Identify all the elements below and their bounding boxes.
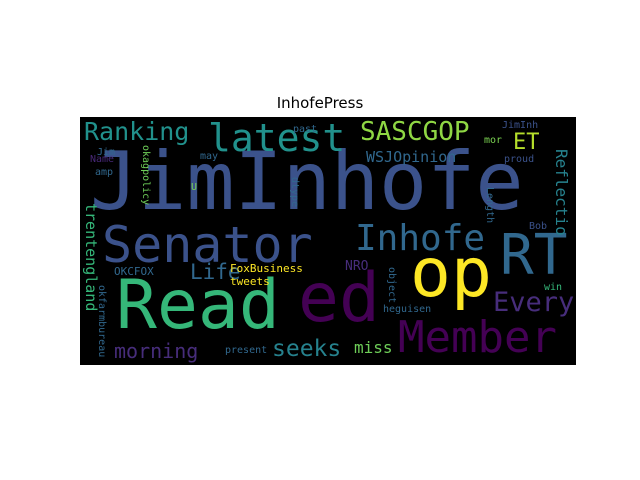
word-inhofe: Inhofe (355, 218, 486, 259)
word-op: op (410, 234, 492, 313)
word-rt: RT (500, 223, 568, 288)
word-dtype: dtype (289, 177, 300, 208)
word-ed: ed (298, 259, 380, 338)
word-object: object (386, 267, 397, 304)
word-trentengland: trentengland (82, 203, 100, 312)
word-miss: miss (354, 338, 393, 357)
word-may: may (200, 151, 219, 162)
word-cloud: JimInhofe Senator Read ed op RT Member l… (80, 117, 576, 365)
word-jim: Jim (97, 147, 116, 158)
word-life: Life (190, 260, 241, 284)
word-sascgop: SASCGOP (360, 117, 470, 147)
word-mor: mor (484, 135, 503, 146)
word-nro: NRO (345, 259, 369, 274)
word-past: past (293, 124, 318, 135)
word-amp: amp (95, 167, 114, 178)
word-length: Length (484, 187, 495, 224)
word-wsjopinion: WSJOpinion (366, 148, 457, 166)
word-jiminh: JimInh (502, 120, 539, 131)
word-senator: Senator (102, 216, 313, 274)
word-jiminhofe: JimInhofe (90, 135, 524, 228)
word-morning: morning (114, 339, 199, 363)
word-bob: Bob (529, 221, 548, 232)
word-name: Name (90, 154, 115, 165)
word-every: Every (493, 287, 575, 318)
word-reflectio: Reflectio (552, 149, 571, 236)
word-read: Read (116, 266, 280, 345)
figure-title: InhofePress (276, 94, 364, 112)
word-et: ET (513, 130, 540, 155)
word-win: win (544, 282, 563, 293)
word-member: Member (398, 312, 557, 363)
word-okcfox: OKCFOX (114, 265, 154, 278)
word-tweets: tweets (230, 275, 270, 288)
word-u: U (191, 182, 198, 193)
word-seeks: seeks (272, 336, 342, 362)
word-latest: latest (208, 117, 346, 160)
word-heguisen: heguisen (383, 304, 432, 315)
word-okagpolicy: okagpolicy (140, 145, 151, 206)
word-foxbusiness: FoxBusiness (230, 262, 303, 275)
word-proud: proud (504, 154, 535, 165)
word-okfarmbureau: okfarmbureau (96, 285, 107, 358)
word-ranking: Ranking (84, 117, 190, 146)
word-present: present (225, 345, 268, 356)
